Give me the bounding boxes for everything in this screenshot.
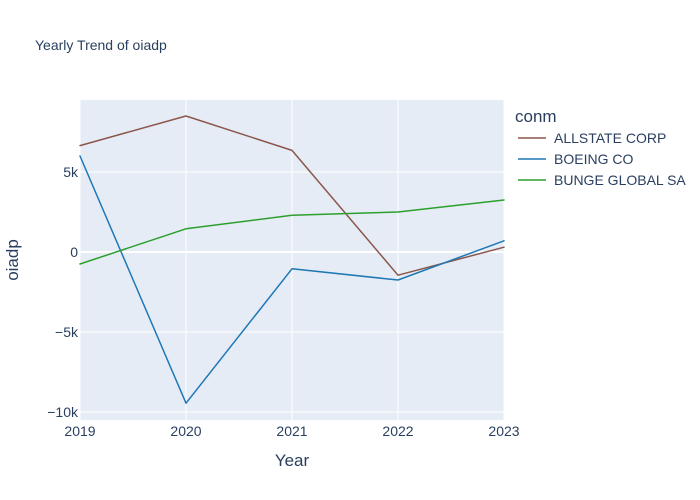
legend-item[interactable]: BUNGE GLOBAL SA [518,172,686,188]
legend-label: BOEING CO [554,151,633,167]
legend-label: BUNGE GLOBAL SA [554,172,686,188]
x-tick-label: 2020 [170,423,201,439]
x-tick-label: 2022 [382,423,413,439]
series-layer [79,115,505,404]
series-line-bunge-global-sa [79,199,505,265]
grid-layer [79,100,505,420]
legend: conm ALLSTATE CORP BOEING CO BUNGE GLOBAL … [515,107,686,188]
series-line-boeing-co [79,155,505,404]
legend-item[interactable]: ALLSTATE CORP [518,130,666,146]
x-axis-ticks: 2019 2020 2021 2022 2023 [64,423,519,439]
legend-title: conm [515,107,557,126]
y-tick-label: −5k [55,324,79,340]
series-line-allstate-corp [79,115,505,276]
y-tick-label: 0 [70,244,78,260]
x-axis-title: Year [275,451,310,470]
x-tick-label: 2019 [64,423,95,439]
y-tick-label: −10k [47,404,79,420]
x-tick-label: 2021 [276,423,307,439]
y-axis-ticks: −10k −5k 0 5k [47,164,79,420]
y-axis-title: oiadp [3,239,22,281]
chart-title: Yearly Trend of oiadp [35,37,167,53]
legend-label: ALLSTATE CORP [554,130,666,146]
legend-items: ALLSTATE CORP BOEING CO BUNGE GLOBAL SA [518,130,686,188]
x-tick-label: 2023 [488,423,519,439]
y-tick-label: 5k [63,164,79,180]
legend-item[interactable]: BOEING CO [518,151,633,167]
